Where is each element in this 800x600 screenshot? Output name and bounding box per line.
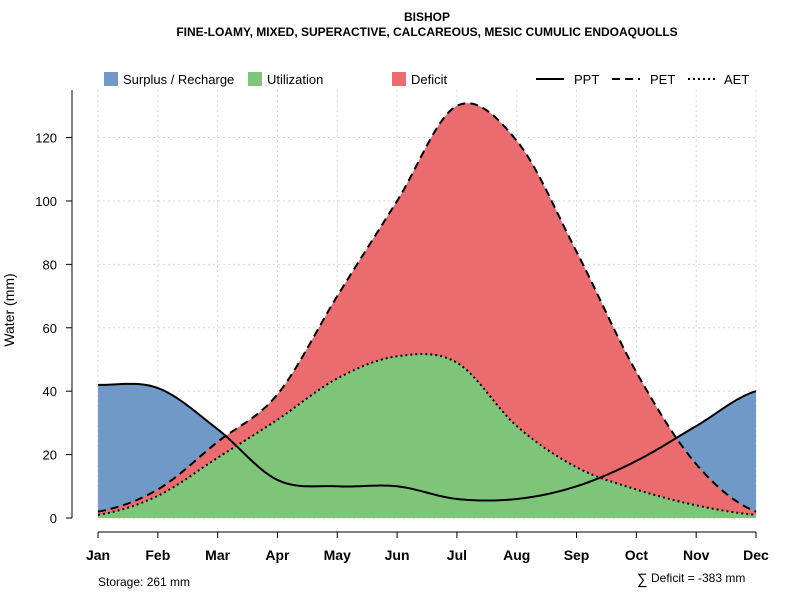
legend-swatch-surplus [104,72,118,86]
area-fills [98,103,756,518]
x-tick-label-jan: Jan [86,547,110,563]
x-tick-label-sep: Sep [564,547,590,563]
chart-subtitle: FINE-LOAMY, MIXED, SUPERACTIVE, CALCAREO… [176,25,677,39]
legend-label-pet: PET [650,72,675,87]
x-tick-label-feb: Feb [145,547,170,563]
y-tick-label-40: 40 [43,384,57,399]
y-tick-label-20: 20 [43,448,57,463]
y-tick-label-60: 60 [43,321,57,336]
deficit-annotation: Deficit = -383 mm [651,571,745,585]
x-tick-label-oct: Oct [625,547,649,563]
legend-swatch-utilization [248,72,262,86]
y-tick-label-100: 100 [35,194,57,209]
x-tick-label-jul: Jul [447,547,467,563]
line-ppt [97,382,757,502]
legend-label-deficit: Deficit [411,72,448,87]
legend-label-utilization: Utilization [267,72,323,87]
x-tick-label-nov: Nov [683,547,710,563]
series-lines [97,102,757,516]
legend-label-surplus: Surplus / Recharge [123,72,234,87]
chart-title: BISHOP [404,10,450,24]
utilization-area [98,354,756,518]
y-tick-label-0: 0 [50,511,57,526]
y-tick-label-120: 120 [35,131,57,146]
legend: Surplus / Recharge Utilization Deficit P… [104,72,749,87]
storage-annotation: Storage: 261 mm [98,575,190,589]
legend-swatch-deficit [392,72,406,86]
x-tick-label-jun: Jun [385,547,410,563]
y-axis-label: Water (mm) [1,273,17,346]
y-tick-label-80: 80 [43,257,57,272]
x-tick-label-aug: Aug [503,547,530,563]
x-tick-label-may: May [324,547,351,563]
legend-label-ppt: PPT [574,72,599,87]
deficit-area [98,103,756,518]
x-tick-label-apr: Apr [265,547,290,563]
line-pet [97,102,757,513]
line-aet [97,353,757,516]
axes: 0 20 40 60 80 100 120 Jan Feb Mar Apr May Jun Jul Aug S… [35,90,769,563]
deficit-sum-symbol: ∑ [637,571,648,588]
x-tick-label-mar: Mar [205,547,230,563]
x-tick-label-dec: Dec [743,547,769,563]
legend-label-aet: AET [724,72,749,87]
